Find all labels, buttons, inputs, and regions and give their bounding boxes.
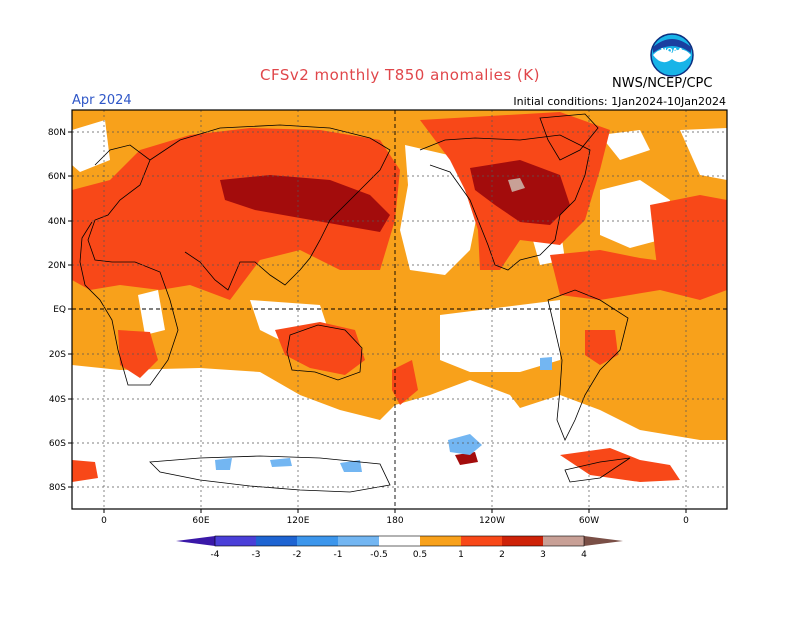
- colorbar-swatch: [215, 536, 256, 546]
- lon-label: 120E: [287, 516, 310, 526]
- coastlines: [79, 113, 631, 493]
- colorbar-label: 0.5: [413, 550, 427, 560]
- extreme-anomaly-region: [508, 178, 525, 192]
- axis-ticks: [68, 131, 687, 513]
- colorbar-label: -0.5: [370, 550, 388, 560]
- lat-label: 60N: [48, 172, 66, 182]
- lat-label: 80N: [48, 128, 66, 138]
- colorbar-label: -1: [334, 550, 343, 560]
- colorbar-swatch: [543, 536, 584, 546]
- colorbar-label: 3: [540, 550, 546, 560]
- lon-label: 180: [386, 516, 403, 526]
- logo-text: NOAA: [661, 47, 684, 55]
- lon-label: 60E: [192, 516, 209, 526]
- lon-label: 0: [683, 516, 689, 526]
- lat-label: 40S: [49, 395, 66, 405]
- colorbar-label: -3: [252, 550, 261, 560]
- lat-label: 60S: [49, 439, 66, 449]
- latitude-labels: 80N 60N 40N 20N EQ 20S 40S 60S 80S: [48, 128, 66, 493]
- strong-anomaly-regions: [220, 160, 570, 465]
- colorbar-label: 4: [581, 550, 587, 560]
- colorbar-label: 2: [499, 550, 505, 560]
- longitude-labels: 0 60E 120E 180 120W 60W 0: [101, 516, 689, 526]
- colorbar-swatch: [338, 536, 379, 546]
- colorbar-swatch: [502, 536, 543, 546]
- lat-label: 20N: [48, 261, 66, 271]
- reference-lines: [72, 110, 727, 509]
- valid-month-label: Apr 2024: [72, 93, 132, 108]
- initial-conditions-label: Initial conditions: 1Jan2024-10Jan2024: [513, 95, 726, 108]
- lat-label: EQ: [53, 305, 66, 315]
- lat-label: 40N: [48, 217, 66, 227]
- lat-label: 80S: [49, 483, 66, 493]
- graticule: [72, 110, 727, 509]
- colorbar-swatch: [461, 536, 502, 546]
- lat-label: 20S: [49, 350, 66, 360]
- colorbar-label: -2: [293, 550, 302, 560]
- colorbar-labels: -4 -3 -2 -1 -0.5 0.5 1 2 3 4: [211, 550, 588, 560]
- map-title: CFSv2 monthly T850 anomalies (K): [260, 66, 540, 84]
- lon-label: 60W: [579, 516, 599, 526]
- lon-label: 120W: [479, 516, 505, 526]
- colorbar-max-arrow: [584, 536, 623, 546]
- colorbar-outline: [214, 535, 585, 547]
- colorbar-min-arrow: [176, 536, 215, 546]
- lon-label: 0: [101, 516, 107, 526]
- colorbar: [176, 535, 623, 547]
- noaa-logo-icon: NOAA: [650, 33, 694, 77]
- colorbar-label: -4: [211, 550, 220, 560]
- colorbar-swatch: [297, 536, 338, 546]
- colorbar-swatch: [379, 536, 420, 546]
- colorbar-swatch: [256, 536, 297, 546]
- colorbar-swatch: [420, 536, 461, 546]
- colorbar-label: 1: [458, 550, 464, 560]
- cool-anomaly-regions: [215, 357, 552, 472]
- anomaly-field: [72, 110, 727, 509]
- agency-label: NWS/NCEP/CPC: [612, 76, 713, 91]
